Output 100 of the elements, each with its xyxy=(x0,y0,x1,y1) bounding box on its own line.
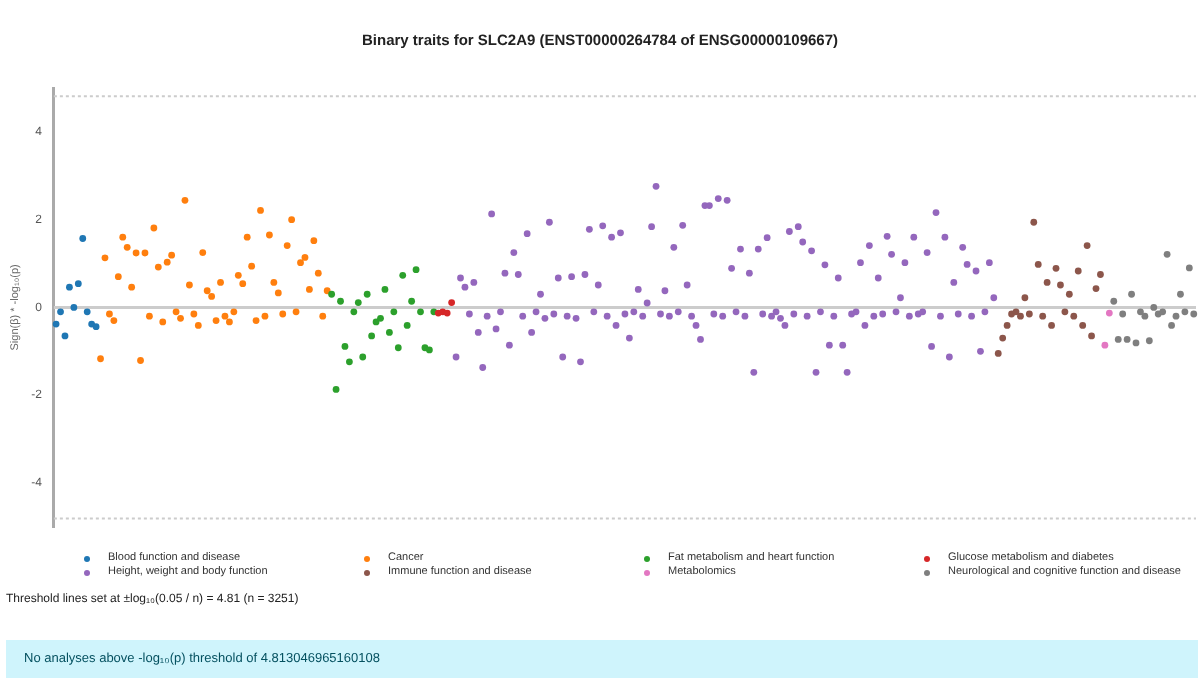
point xyxy=(297,259,304,267)
point xyxy=(1163,250,1171,258)
point xyxy=(314,269,322,277)
point xyxy=(177,314,184,322)
point xyxy=(1057,281,1064,289)
point xyxy=(243,233,251,241)
point xyxy=(1181,308,1189,316)
point xyxy=(137,357,144,364)
point xyxy=(1021,294,1029,302)
point xyxy=(1172,312,1180,320)
point xyxy=(319,312,327,320)
point xyxy=(1123,336,1131,343)
point xyxy=(128,283,136,291)
point xyxy=(146,312,153,320)
point xyxy=(83,308,91,316)
point xyxy=(354,299,362,306)
point xyxy=(1083,242,1091,249)
point xyxy=(390,308,398,316)
point xyxy=(208,293,216,300)
point xyxy=(154,263,162,271)
point xyxy=(412,266,420,274)
point xyxy=(114,273,122,281)
point xyxy=(226,318,233,326)
point xyxy=(203,287,211,295)
point xyxy=(159,318,167,326)
point xyxy=(1048,321,1055,329)
point xyxy=(97,355,104,363)
point xyxy=(186,281,193,289)
point xyxy=(292,308,300,316)
point xyxy=(106,310,113,318)
point xyxy=(408,297,416,305)
point xyxy=(79,235,87,242)
point xyxy=(132,249,140,257)
point xyxy=(274,289,282,297)
point xyxy=(1145,337,1153,345)
point xyxy=(1168,321,1175,329)
point xyxy=(1065,290,1073,298)
point xyxy=(328,290,336,298)
point xyxy=(417,308,424,316)
point xyxy=(279,310,287,318)
point xyxy=(288,216,296,224)
point xyxy=(1159,308,1167,316)
point xyxy=(239,280,247,288)
point xyxy=(57,308,64,316)
point xyxy=(119,233,127,241)
point xyxy=(217,278,224,286)
point xyxy=(61,332,69,340)
point xyxy=(1074,267,1082,275)
point xyxy=(1190,310,1198,318)
point xyxy=(994,350,1002,357)
point xyxy=(52,320,60,328)
point xyxy=(394,344,402,352)
point xyxy=(168,251,176,259)
point xyxy=(1088,332,1095,340)
point xyxy=(1034,261,1042,268)
point xyxy=(150,224,158,232)
point xyxy=(1012,308,1020,316)
point xyxy=(1137,308,1144,316)
point xyxy=(332,386,340,393)
point xyxy=(337,297,344,305)
point xyxy=(163,258,171,266)
point xyxy=(1185,264,1193,272)
point xyxy=(1101,341,1109,349)
point xyxy=(306,286,313,293)
point xyxy=(310,237,318,245)
point xyxy=(1052,264,1060,272)
point xyxy=(999,334,1007,342)
point xyxy=(1119,310,1127,318)
point xyxy=(110,317,118,324)
point xyxy=(346,358,353,366)
point xyxy=(363,290,371,298)
point xyxy=(1110,297,1118,305)
point xyxy=(403,321,411,329)
point xyxy=(172,308,180,316)
point xyxy=(1043,278,1051,286)
point xyxy=(1150,304,1158,311)
point xyxy=(1097,271,1104,278)
point xyxy=(221,312,229,320)
point xyxy=(199,249,207,256)
point xyxy=(1177,290,1184,298)
point xyxy=(448,299,456,306)
point xyxy=(386,329,393,336)
point xyxy=(194,321,202,329)
point xyxy=(368,332,376,340)
point xyxy=(1061,308,1069,316)
point xyxy=(1128,290,1135,298)
point xyxy=(1079,321,1087,329)
point xyxy=(399,271,407,279)
point xyxy=(230,308,238,316)
point xyxy=(252,317,260,324)
point xyxy=(426,346,433,354)
point xyxy=(341,343,349,350)
point xyxy=(1025,310,1033,318)
point xyxy=(270,278,278,286)
point xyxy=(283,242,291,249)
point xyxy=(1003,321,1011,329)
point xyxy=(66,283,73,291)
point xyxy=(359,353,367,361)
point xyxy=(212,317,220,324)
point xyxy=(1114,336,1122,343)
